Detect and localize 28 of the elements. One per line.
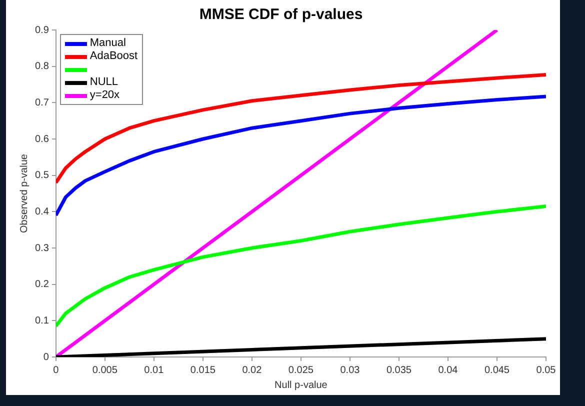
x-tick-label: 0.035 xyxy=(386,364,412,376)
chart-title: MMSE CDF of p-values xyxy=(199,6,363,24)
x-tick-label: 0.05 xyxy=(536,364,556,376)
y-tick-label: 0.6 xyxy=(34,134,50,145)
legend-label: y=20x xyxy=(90,89,120,102)
y-tick-label: 0 xyxy=(43,352,50,363)
y-tick-label: 0.9 xyxy=(34,24,50,36)
x-tick-label: 0.01 xyxy=(144,364,164,376)
legend-label: AdaBoost xyxy=(90,50,138,63)
x-tick-label: 0.04 xyxy=(438,364,458,376)
x-tick-label: 0.045 xyxy=(484,364,510,376)
x-axis-title: Null p-value xyxy=(274,380,328,391)
x-tick-label: 0.005 xyxy=(92,364,118,376)
x-tick-label: 0 xyxy=(53,364,60,376)
y-tick-label: 0.5 xyxy=(34,170,50,182)
y-tick-label: 0.1 xyxy=(34,315,50,326)
y-tick-label: 0.4 xyxy=(34,206,50,218)
y-tick-label: 0.3 xyxy=(34,242,50,254)
y-tick-label: 0.8 xyxy=(34,61,50,72)
y-tick-label: 0.7 xyxy=(34,97,50,108)
x-tick-label: 0.02 xyxy=(242,364,262,376)
legend-label: NULL xyxy=(90,76,118,89)
y-axis-title: Observed p-value xyxy=(18,154,30,233)
legend-label: Manual xyxy=(90,37,126,50)
x-tick-label: 0.015 xyxy=(190,364,216,376)
x-tick-label: 0.03 xyxy=(340,364,360,376)
y-tick-label: 0.2 xyxy=(34,279,50,290)
x-tick-label: 0.025 xyxy=(288,364,314,376)
